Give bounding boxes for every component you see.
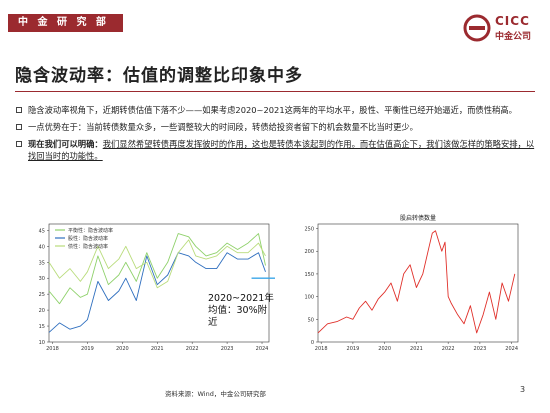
bullet-2-text: 一点优势在于：当前转债数量众多，一些调整较大的时间段，转债给投资者留下的机会数量… xyxy=(28,122,418,132)
legend-label-1: 平衡性：隐含波动率 xyxy=(68,227,113,234)
department-tag: 中 金 研 究 部 xyxy=(8,14,123,32)
bullet-square-icon xyxy=(16,107,22,113)
x-tick-label: 2024 xyxy=(256,346,269,352)
top-bar: 中 金 研 究 部 CICC 中金公司 xyxy=(0,0,550,50)
bullet-3: 现在我们可以明确：我们显然希望转债再度发挥彼时的作用，这也是转债本该起到的作用。… xyxy=(15,138,535,162)
y-tick-label: 0 xyxy=(311,340,314,346)
chart-title: 股启转债数量 xyxy=(400,214,436,222)
x-tick-label: 2018 xyxy=(315,346,328,352)
x-tick-label: 2022 xyxy=(186,346,199,352)
x-tick-label: 2023 xyxy=(221,346,234,352)
series-line-3 xyxy=(48,239,266,289)
y-tick-label: 10 xyxy=(39,340,45,346)
x-tick-label: 2020 xyxy=(116,346,129,352)
title-divider xyxy=(15,91,535,92)
y-tick-label: 200 xyxy=(304,249,314,255)
page-title: 隐含波动率：估值的调整比印象中多 xyxy=(15,66,303,86)
x-tick-label: 2021 xyxy=(151,346,164,352)
bullet-1-text: 隐含波动率视角下，近期转债估值下落不少——如果考虑2020~2021这两年的平均… xyxy=(28,105,517,115)
series-line-2 xyxy=(48,252,266,333)
annotation-line-2: 均值：30%附 xyxy=(208,305,268,316)
y-tick-label: 150 xyxy=(304,272,314,278)
legend-label-2: 股性：隐含波动率 xyxy=(68,235,108,242)
page-number: 3 xyxy=(520,385,526,394)
plot-frame xyxy=(317,223,519,343)
x-tick-label: 2019 xyxy=(81,346,94,352)
source-note: 资料来源：Wind，中金公司研究部 xyxy=(165,390,266,398)
bullet-2: 一点优势在于：当前转债数量众多，一些调整较大的时间段，转债给投资者留下的机会数量… xyxy=(15,121,535,133)
y-tick-label: 35 xyxy=(39,260,45,266)
x-tick-label: 2023 xyxy=(474,346,487,352)
implied-vol-chart: 10 15 20 25 30 35 40 45 2018 2019 2020 2021 2022 2023… xyxy=(39,223,275,352)
bond-count-chart: 0 50 100 150 200 250 2018 2019 2020 2021 2022 2023 2… xyxy=(304,214,519,352)
x-tick-label: 2024 xyxy=(505,346,518,352)
y-tick-label: 40 xyxy=(39,244,45,250)
bullet-3-text: 我们显然希望转债再度发挥彼时的作用，这也是转债本该起到的作用。而在估值高企下，我… xyxy=(28,139,535,161)
average-annotation: 2020~2021年 均值：30%附 近 xyxy=(208,293,274,329)
y-tick-label: 250 xyxy=(304,227,314,233)
y-tick-label: 100 xyxy=(304,295,314,301)
plot-frame xyxy=(48,223,270,343)
annotation-line-3: 近 xyxy=(208,317,218,328)
logo-text-en: CICC xyxy=(495,14,530,28)
bullet-square-icon xyxy=(16,141,22,147)
bullet-1: 隐含波动率视角下，近期转债估值下落不少——如果考虑2020~2021这两年的平均… xyxy=(15,104,535,116)
cicc-logo: CICC 中金公司 xyxy=(463,14,543,42)
cicc-emblem-icon xyxy=(463,14,491,42)
x-tick-label: 2022 xyxy=(442,346,455,352)
y-tick-label: 50 xyxy=(308,317,314,323)
x-tick-label: 2018 xyxy=(46,346,59,352)
bullet-list: 隐含波动率视角下，近期转债估值下落不少——如果考虑2020~2021这两年的平均… xyxy=(15,104,535,167)
x-tick-label: 2021 xyxy=(410,346,423,352)
y-tick-label: 15 xyxy=(39,324,45,330)
series-line-1 xyxy=(48,233,266,305)
bullet-square-icon xyxy=(16,124,22,130)
annotation-line-1: 2020~2021年 xyxy=(208,293,274,304)
y-tick-label: 20 xyxy=(39,308,45,314)
y-tick-label: 25 xyxy=(39,292,45,298)
bullet-3-lead: 现在我们可以明确： xyxy=(28,139,103,149)
x-tick-label: 2019 xyxy=(347,346,360,352)
y-tick-label: 30 xyxy=(39,276,45,282)
x-tick-label: 2020 xyxy=(378,346,391,352)
legend-label-3: 债性：隐含波动率 xyxy=(68,243,108,250)
y-tick-label: 45 xyxy=(39,228,45,234)
series-line-1 xyxy=(317,230,516,334)
logo-text-cn: 中金公司 xyxy=(495,32,532,42)
